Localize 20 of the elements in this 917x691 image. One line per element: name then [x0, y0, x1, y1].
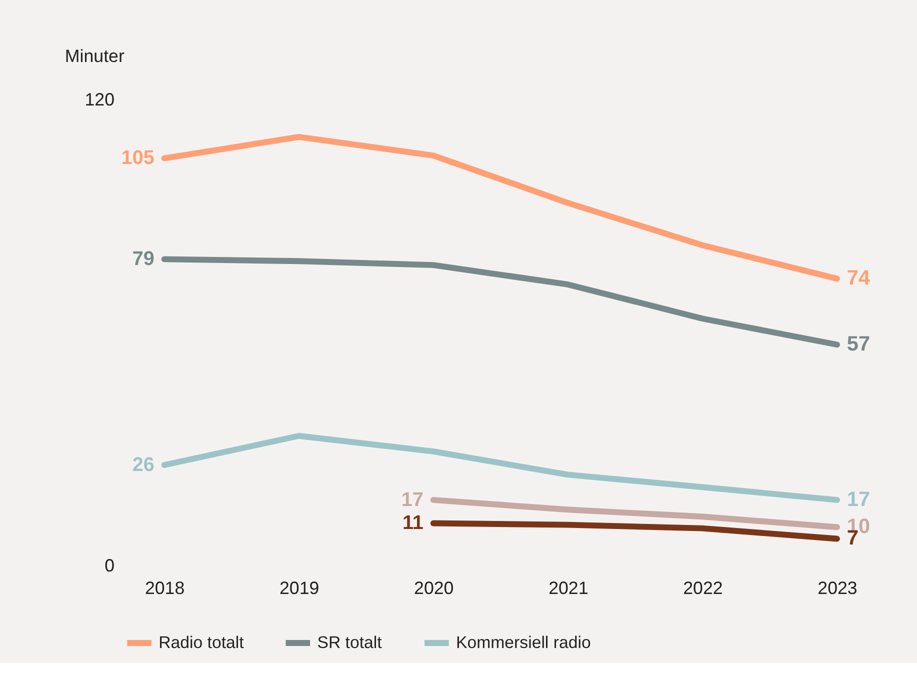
x-tick-label: 2019: [279, 578, 320, 598]
data-label: 17: [401, 488, 424, 511]
legend-label: Radio totalt: [158, 632, 244, 652]
x-tick-label: 2023: [818, 578, 858, 598]
data-label: 11: [402, 512, 424, 534]
legend-label: Kommersiell radio: [456, 632, 591, 652]
data-label: 105: [121, 147, 154, 170]
data-label: 57: [846, 332, 870, 356]
data-label: 17: [846, 488, 870, 511]
data-label: 26: [132, 454, 154, 476]
x-tick-label: 2020: [414, 578, 454, 598]
y-tick-label: 0: [104, 555, 115, 576]
legend-label: SR totalt: [317, 632, 382, 652]
data-label: 74: [846, 266, 870, 290]
x-tick-label: 2021: [548, 578, 588, 598]
x-tick-label: 2022: [683, 578, 723, 598]
x-tick-label: 2018: [144, 578, 185, 598]
y-axis-title: Minuter: [64, 46, 124, 66]
data-label: 79: [132, 248, 154, 270]
y-tick-label: 120: [84, 89, 115, 110]
